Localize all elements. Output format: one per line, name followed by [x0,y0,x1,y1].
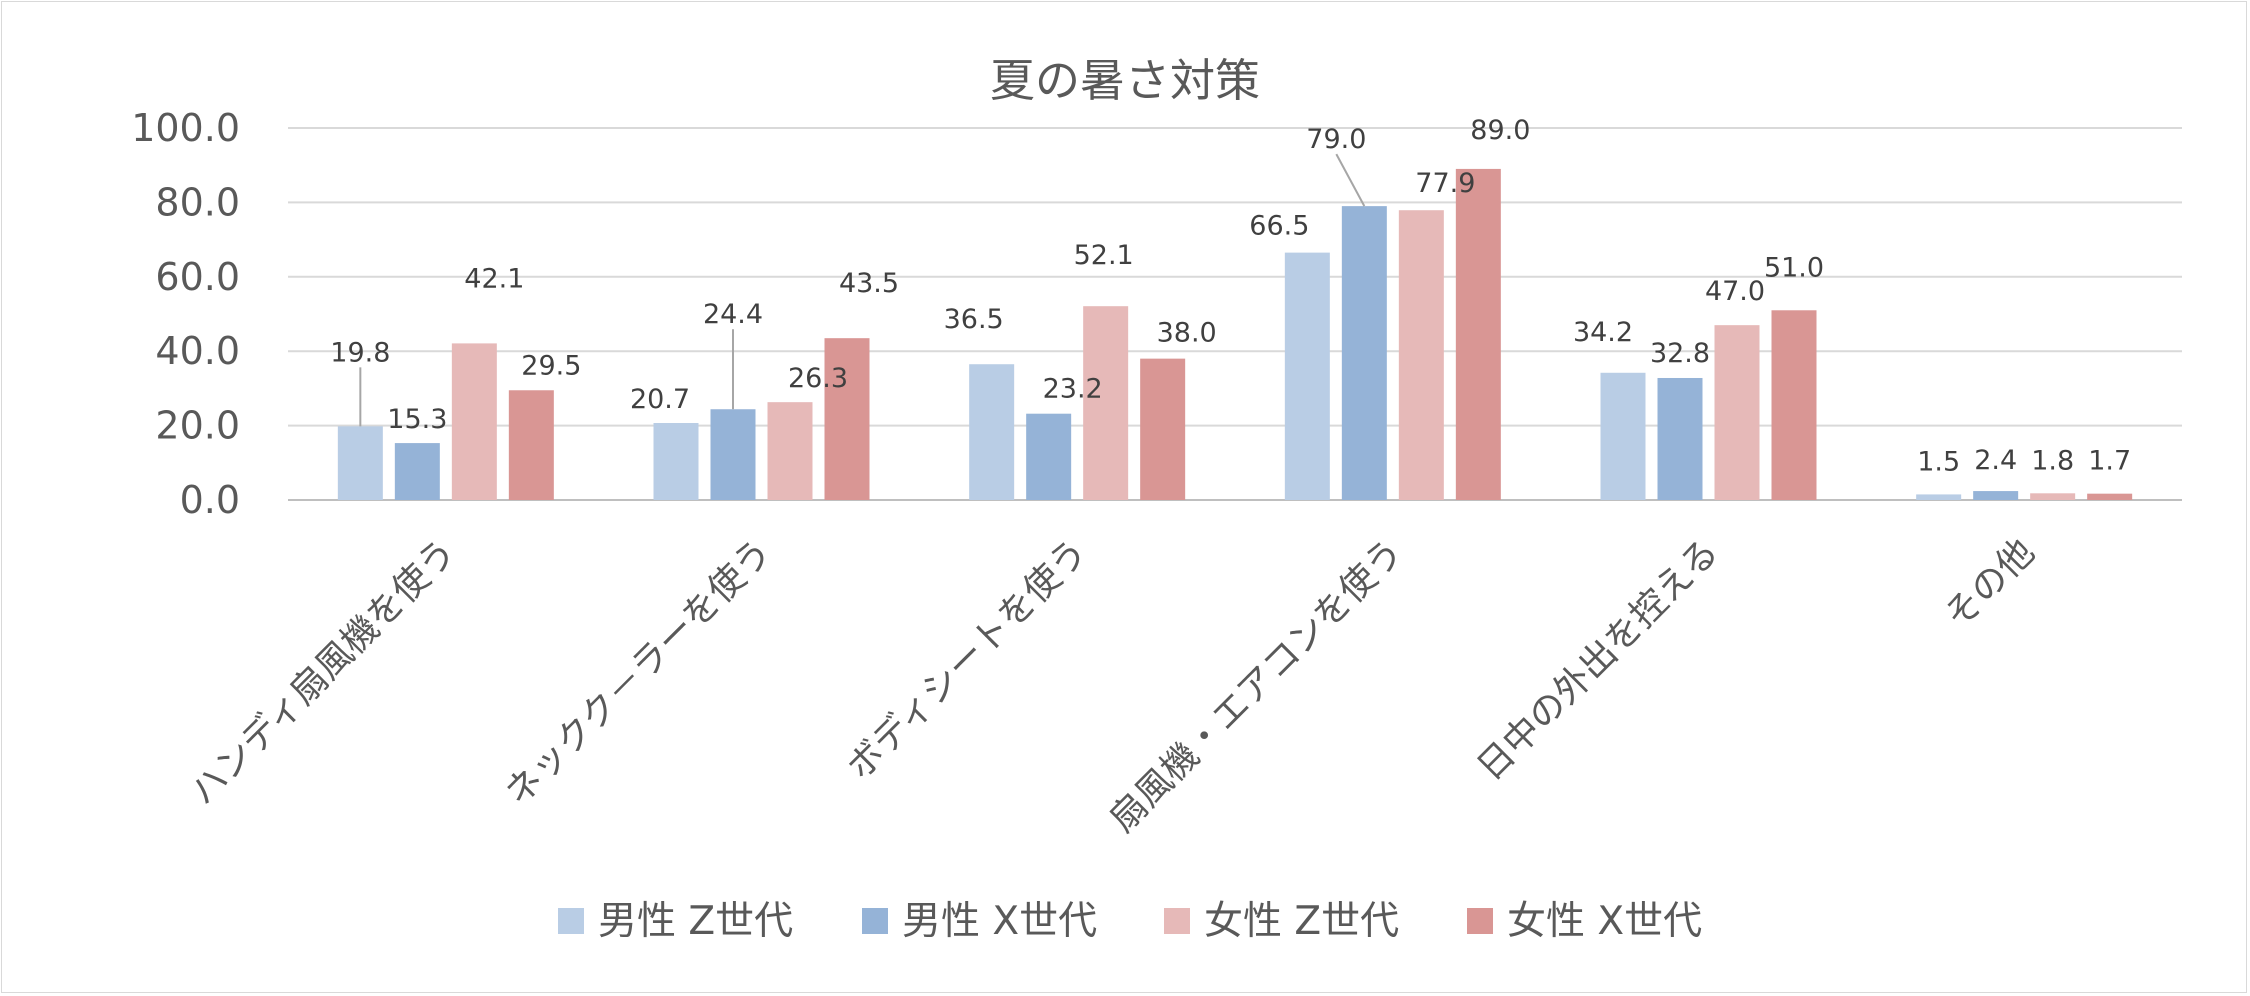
legend-swatch [1467,908,1493,934]
y-tick-label: 80.0 [155,180,240,224]
x-tick-label: ハンディ扇風機を使う [182,531,464,813]
x-tick-label: ボディシートを使う [839,531,1095,787]
data-label: 19.8 [330,337,390,368]
bar [2087,493,2133,500]
legend-swatch [1164,908,1190,934]
legend-label: 男性 X世代 [902,899,1097,944]
bar [1973,491,2019,500]
legend-label: 男性 Z世代 [598,899,793,944]
data-label: 79.0 [1306,124,1366,155]
data-label: 26.3 [788,363,848,394]
data-label: 24.4 [703,299,763,330]
bar [1714,325,1760,500]
bar [337,426,383,500]
bar [508,390,554,500]
data-label: 29.5 [521,350,581,381]
bar [1657,377,1703,500]
leader-line [1335,153,1366,207]
data-label: 1.5 [1917,446,1960,477]
data-label: 2.4 [1974,445,2017,476]
bar [1455,168,1501,501]
y-tick-label: 60.0 [155,255,240,299]
x-tick-label: その他 [1937,531,2042,636]
bar [1140,358,1186,500]
data-label: 15.3 [387,404,447,435]
y-axis-ticks: 0.0 20.0 40.0 60.0 80.0 100.0 [131,106,240,522]
data-label: 66.5 [1249,211,1309,242]
bar [1398,210,1444,500]
legend-label: 女性 Z世代 [1204,899,1399,944]
y-tick-label: 100.0 [131,106,240,150]
y-tick-label: 20.0 [155,404,240,448]
bar [2030,493,2076,500]
bar [653,422,699,500]
data-label: 1.8 [2031,445,2074,476]
bar [1916,494,1962,500]
bars [337,168,2133,501]
leader-lines [359,153,1366,427]
bar [394,443,440,500]
bar [1284,252,1330,500]
data-label: 47.0 [1705,276,1765,307]
bar [710,409,756,500]
y-tick-label: 0.0 [180,478,240,522]
data-label: 34.2 [1573,317,1633,348]
bar [767,402,813,500]
bar [1083,306,1129,500]
legend-label: 女性 X世代 [1507,899,1702,944]
gridlines [288,127,2182,501]
data-label: 32.8 [1650,338,1710,369]
data-label: 20.7 [630,384,690,415]
data-labels: 19.8 15.3 42.1 29.5 20.7 24.4 26.3 43.5 36.5 23.2… [330,115,2131,478]
x-axis-categories: ハンディ扇風機を使う ネックク－ラーを使う ボディシートを使う 扇風機・エアコンを使う… [182,531,2042,840]
y-tick-label: 40.0 [155,329,240,373]
data-label: 89.0 [1470,115,1530,146]
x-tick-label: 日中の外出を控える [1470,531,1727,788]
data-label: 36.5 [944,304,1004,335]
x-tick-label: 扇風機・エアコンを使う [1102,531,1411,840]
legend-swatch [862,908,888,934]
bar [1771,310,1817,500]
bar [1341,206,1387,500]
bar [1026,413,1072,500]
bar [824,338,870,500]
data-label: 42.1 [464,263,524,294]
data-label: 1.7 [2088,446,2131,477]
chart-title: 夏の暑さ対策 [990,54,1260,107]
data-label: 77.9 [1415,168,1475,199]
data-label: 51.0 [1764,252,1824,283]
data-label: 43.5 [839,268,899,299]
data-label: 38.0 [1157,318,1217,349]
legend-swatch [558,908,584,934]
legend: 男性 Z世代 男性 X世代 女性 Z世代 女性 X世代 [558,899,1702,944]
data-label: 23.2 [1043,374,1103,405]
bar [451,343,497,500]
x-tick-label: ネックク－ラーを使う [497,531,780,814]
data-label: 52.1 [1074,240,1134,271]
bar [969,364,1015,500]
bar [1600,372,1646,500]
